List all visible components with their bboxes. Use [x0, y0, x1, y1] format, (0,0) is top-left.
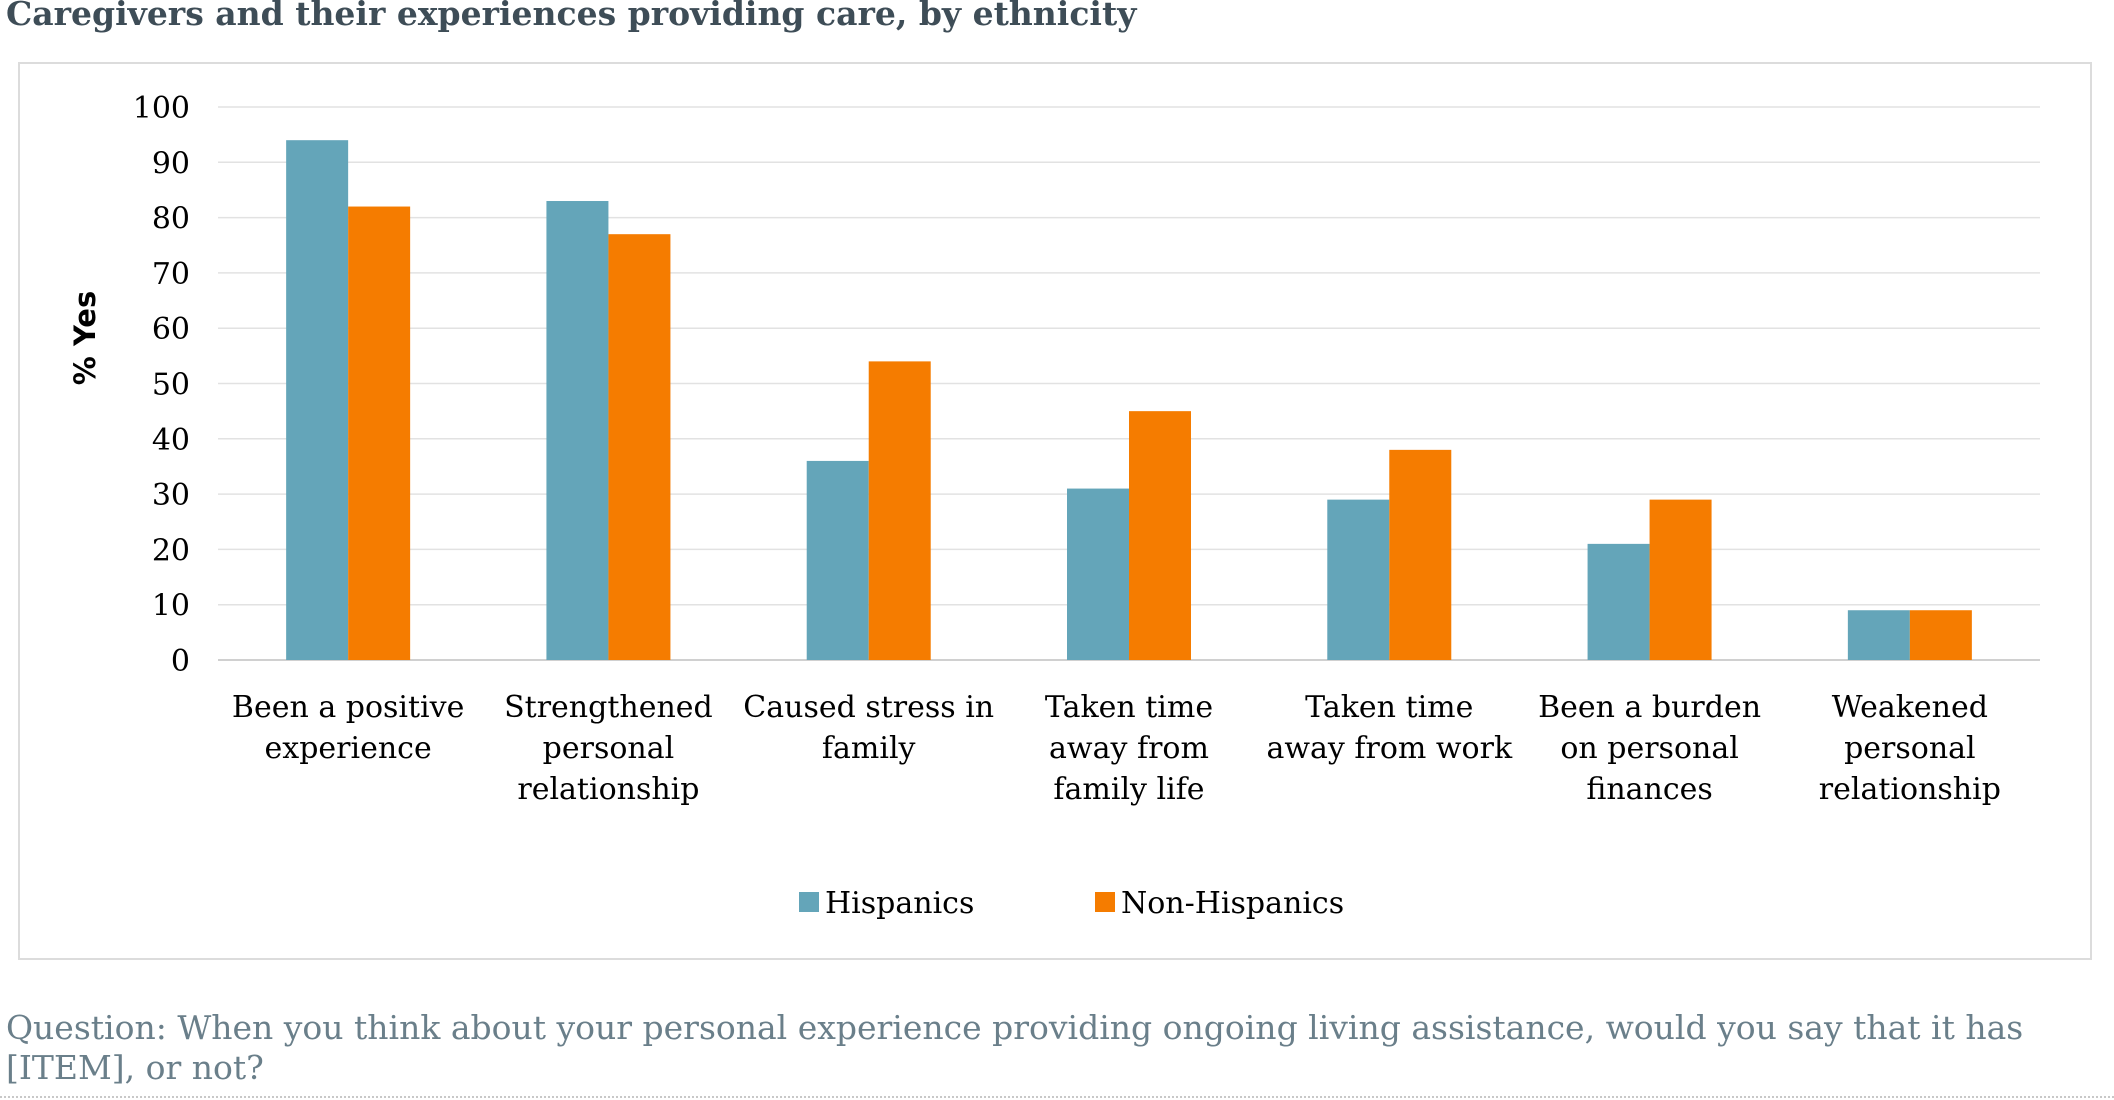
x-category-label: Caused stress in [743, 690, 994, 725]
legend: Hispanics Non-Hispanics [799, 886, 1344, 921]
y-tick-label: 20 [152, 533, 190, 568]
y-tick-label: 90 [152, 146, 190, 181]
chart-title: Caregivers and their experiences providi… [6, 0, 1137, 33]
x-category-label: Been a burden [1538, 690, 1761, 725]
y-tick-label: 0 [171, 644, 190, 679]
gridlines [218, 106, 2040, 661]
y-tick-label: 30 [152, 478, 190, 513]
y-tick-label: 10 [152, 589, 190, 624]
y-tick-label: 70 [152, 257, 190, 292]
x-category-label: Strengthened [504, 690, 713, 725]
y-tick-label: 40 [152, 423, 190, 458]
bar-non-hispanics [1909, 610, 1972, 660]
x-category-label: finances [1586, 772, 1713, 807]
question-note: Question: When you think about your pers… [6, 1008, 2024, 1087]
x-category-label: on personal [1560, 731, 1738, 766]
legend-label: Hispanics [825, 886, 974, 921]
bar-hispanics [1847, 610, 1910, 660]
x-category-label: family [822, 731, 916, 766]
bars [286, 140, 1972, 661]
x-axis-labels: Been a positive experience Strengthened per… [232, 690, 2001, 807]
y-axis-label: % Yes [68, 291, 102, 385]
y-tick-label: 50 [152, 368, 190, 403]
y-tick-label: 60 [152, 312, 190, 347]
bar-non-hispanics [608, 234, 671, 660]
x-category-label: family life [1053, 772, 1204, 807]
bar-hispanics [546, 201, 609, 660]
legend-label: Non-Hispanics [1121, 886, 1344, 921]
bar-hispanics [806, 460, 869, 660]
x-category-label: away from work [1266, 731, 1513, 766]
y-axis-ticks: 0 10 20 30 40 50 60 70 80 90 100 [133, 91, 190, 679]
x-category-label: away from [1049, 731, 1209, 766]
bar-non-hispanics [1389, 449, 1452, 660]
x-category-label: personal [543, 731, 675, 766]
x-category-label: personal [1844, 731, 1976, 766]
bar-hispanics [1587, 543, 1650, 660]
legend-swatch [799, 892, 819, 912]
bar-non-hispanics [348, 206, 411, 661]
bar-non-hispanics [1129, 411, 1191, 660]
y-tick-label: 100 [133, 91, 190, 126]
dotted-divider [0, 1096, 2114, 1098]
bar-hispanics [1327, 499, 1390, 660]
x-category-label: experience [265, 731, 432, 766]
legend-swatch [1095, 892, 1115, 912]
x-category-label: Taken time [1305, 690, 1473, 725]
x-category-label: Weakened [1832, 690, 1988, 725]
x-category-label: relationship [1819, 772, 2001, 807]
bar-hispanics [1067, 488, 1129, 660]
x-category-label: relationship [517, 772, 699, 807]
bar-chart: 0 10 20 30 40 50 60 70 80 90 100 Been a positive ex… [68, 91, 2040, 921]
bar-non-hispanics [868, 361, 931, 660]
y-tick-label: 80 [152, 202, 190, 237]
x-category-label: Been a positive [232, 690, 464, 725]
bar-hispanics [286, 140, 349, 660]
bar-non-hispanics [1649, 499, 1712, 660]
x-category-label: Taken time [1045, 690, 1213, 725]
